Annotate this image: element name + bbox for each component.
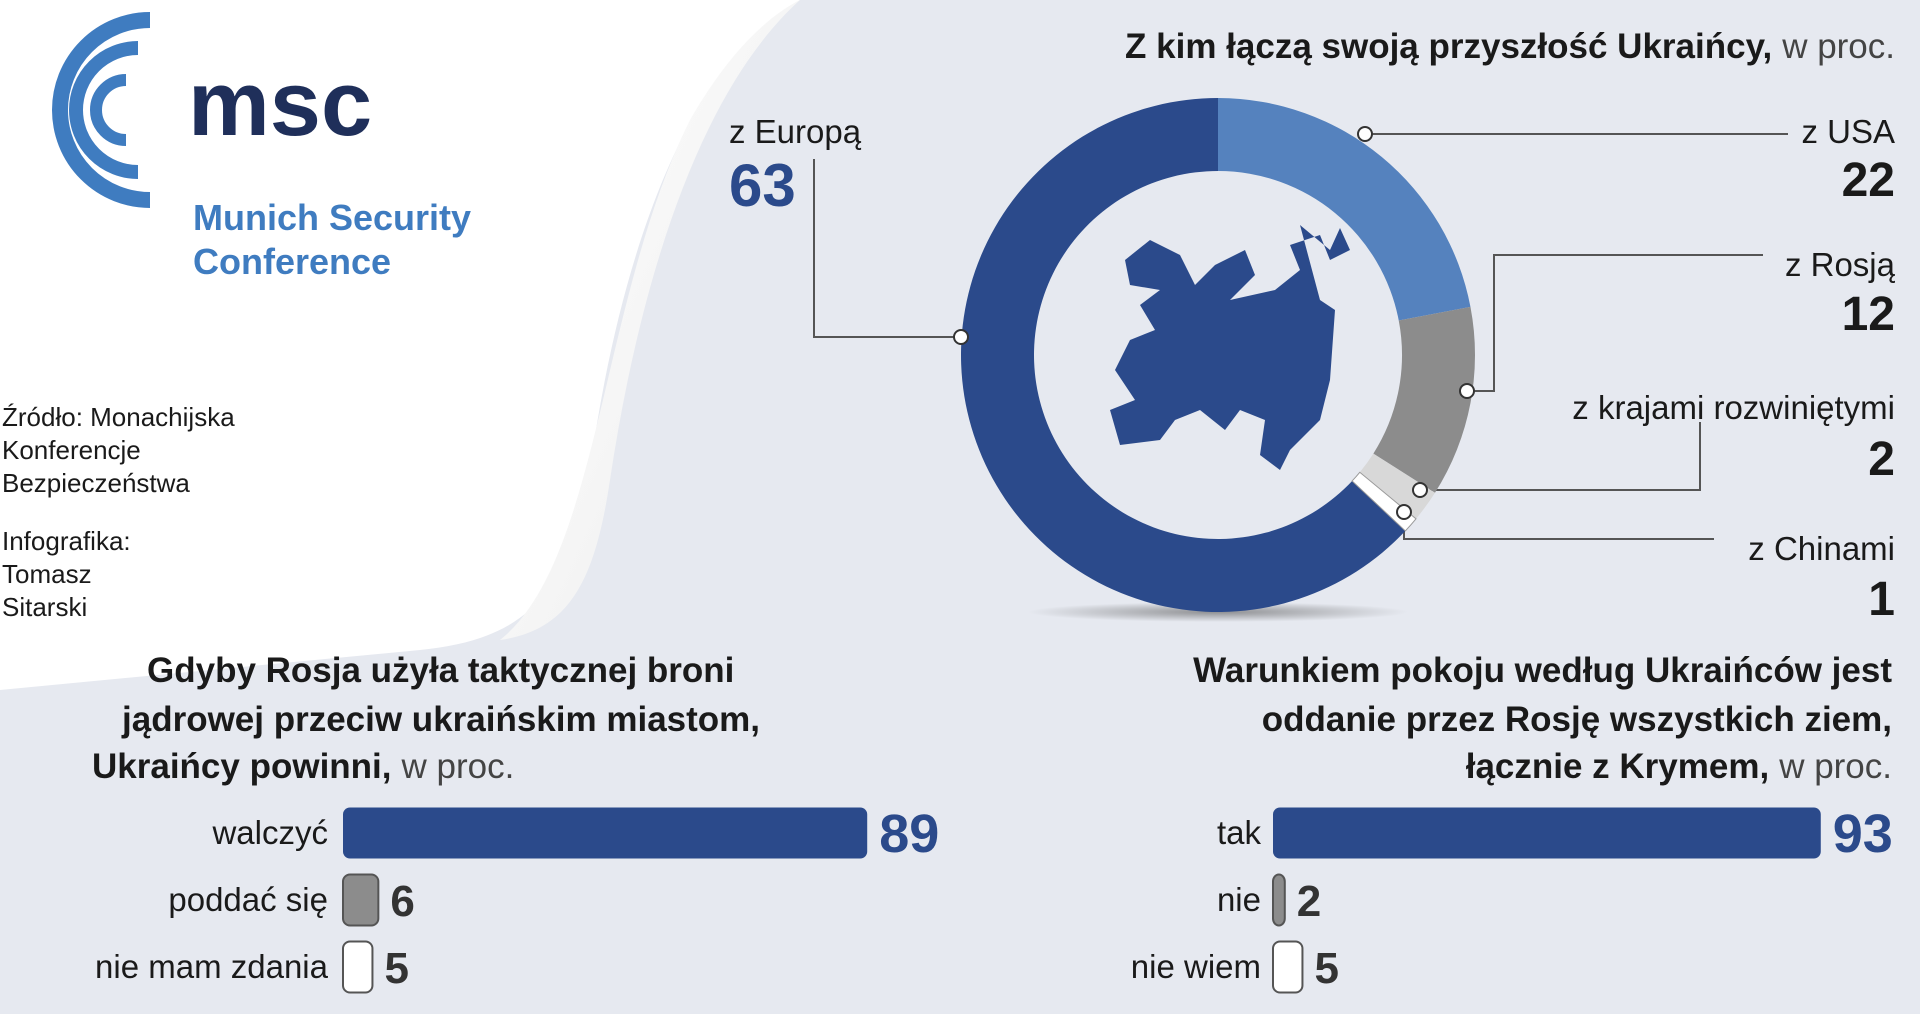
category-label: walczyć	[211, 814, 328, 851]
donut-shadow	[1028, 602, 1408, 622]
chart-title: Gdyby Rosja użyła taktycznej broni	[147, 651, 734, 690]
category-label: poddać się	[168, 881, 328, 918]
bar	[342, 940, 374, 994]
slice-label: z krajami rozwiniętymi	[1572, 389, 1895, 426]
value-label: 2	[1297, 877, 1321, 926]
value-label: 5	[1314, 944, 1338, 993]
value-label: 22	[1842, 154, 1895, 207]
chart-title: oddanie przez Rosję wszystkich ziem,	[1262, 700, 1892, 739]
slice-label: z Rosją	[1785, 246, 1896, 283]
credit: Tomasz	[2, 559, 92, 589]
title-text: łącznie z Krymem,	[1466, 747, 1769, 786]
chart-title: jądrowej przeciw ukraińskim miastom,	[121, 700, 760, 739]
logo-name: Conference	[193, 241, 391, 282]
logo-mark: msc	[188, 53, 372, 155]
europe-map	[1110, 225, 1350, 470]
page-curl	[0, 0, 800, 690]
credit: Sitarski	[2, 592, 87, 622]
leader-dot	[1357, 126, 1373, 142]
logo-arc	[90, 74, 127, 146]
leader-line	[813, 159, 961, 338]
category-label: nie	[1217, 881, 1261, 918]
value-label: 12	[1842, 288, 1895, 341]
donut-slice	[1359, 453, 1435, 519]
bar	[1273, 807, 1821, 859]
leader-dot	[953, 329, 969, 345]
bar	[342, 873, 380, 927]
title-text: jądrowej przeciw ukraińskim miastom,	[121, 700, 760, 739]
leader-dot	[1459, 383, 1475, 399]
chart-title: łącznie z Krymem, w proc.	[1466, 747, 1892, 786]
value-label: 89	[879, 804, 939, 864]
leader-dot	[1412, 482, 1428, 498]
category-label: nie wiem	[1131, 948, 1261, 985]
title-unit: w proc.	[1778, 747, 1892, 786]
slice-label: z Europą	[729, 113, 862, 150]
title-text: Z kim łączą swoją przyszłość Ukraińcy,	[1125, 27, 1772, 66]
chart-title: Z kim łączą swoją przyszłość Ukraińcy, w …	[1125, 27, 1895, 66]
category-label: nie mam zdania	[95, 948, 329, 985]
value-label: 6	[390, 877, 414, 926]
value-label: 63	[729, 152, 796, 219]
donut-slice	[1218, 98, 1471, 321]
slice-label: z USA	[1801, 113, 1895, 150]
category-label: tak	[1217, 814, 1262, 851]
value-label: 1	[1868, 573, 1895, 626]
value-label: 5	[384, 944, 408, 993]
logo: msc Munich Security Conference	[52, 12, 471, 282]
logo-arc	[69, 41, 139, 179]
title-text: Gdyby Rosja użyła taktycznej broni	[147, 651, 734, 690]
leader-dot	[1396, 504, 1412, 520]
title-text: Warunkiem pokoju według Ukraińców jest	[1193, 651, 1892, 690]
title-unit: w proc.	[1781, 27, 1895, 66]
chart-title: Warunkiem pokoju według Ukraińców jest	[1193, 651, 1892, 690]
value-label: 2	[1868, 433, 1895, 486]
bar	[1272, 940, 1304, 994]
logo-arc	[52, 12, 151, 208]
donut-slice	[961, 97, 1406, 612]
leader-line	[1467, 254, 1763, 392]
donut-slice	[1373, 306, 1475, 493]
source: Bezpieczeństwa	[2, 468, 190, 498]
logo-name: Munich Security	[193, 197, 471, 238]
title-text: oddanie przez Rosję wszystkich ziem,	[1262, 700, 1892, 739]
source: Konferencje	[2, 435, 141, 465]
bar	[1272, 873, 1286, 927]
chart-title: Ukraińcy powinni, w proc.	[92, 747, 514, 786]
source: Źródło: Monachijska	[2, 402, 235, 432]
bar	[343, 807, 868, 859]
credit: Infografika:	[2, 526, 131, 556]
title-unit: w proc.	[401, 747, 515, 786]
title-text: Ukraińcy powinni,	[92, 747, 392, 786]
leader-line	[1420, 422, 1701, 491]
slice-label: z Chinami	[1748, 530, 1895, 567]
value-label: 93	[1833, 804, 1893, 864]
